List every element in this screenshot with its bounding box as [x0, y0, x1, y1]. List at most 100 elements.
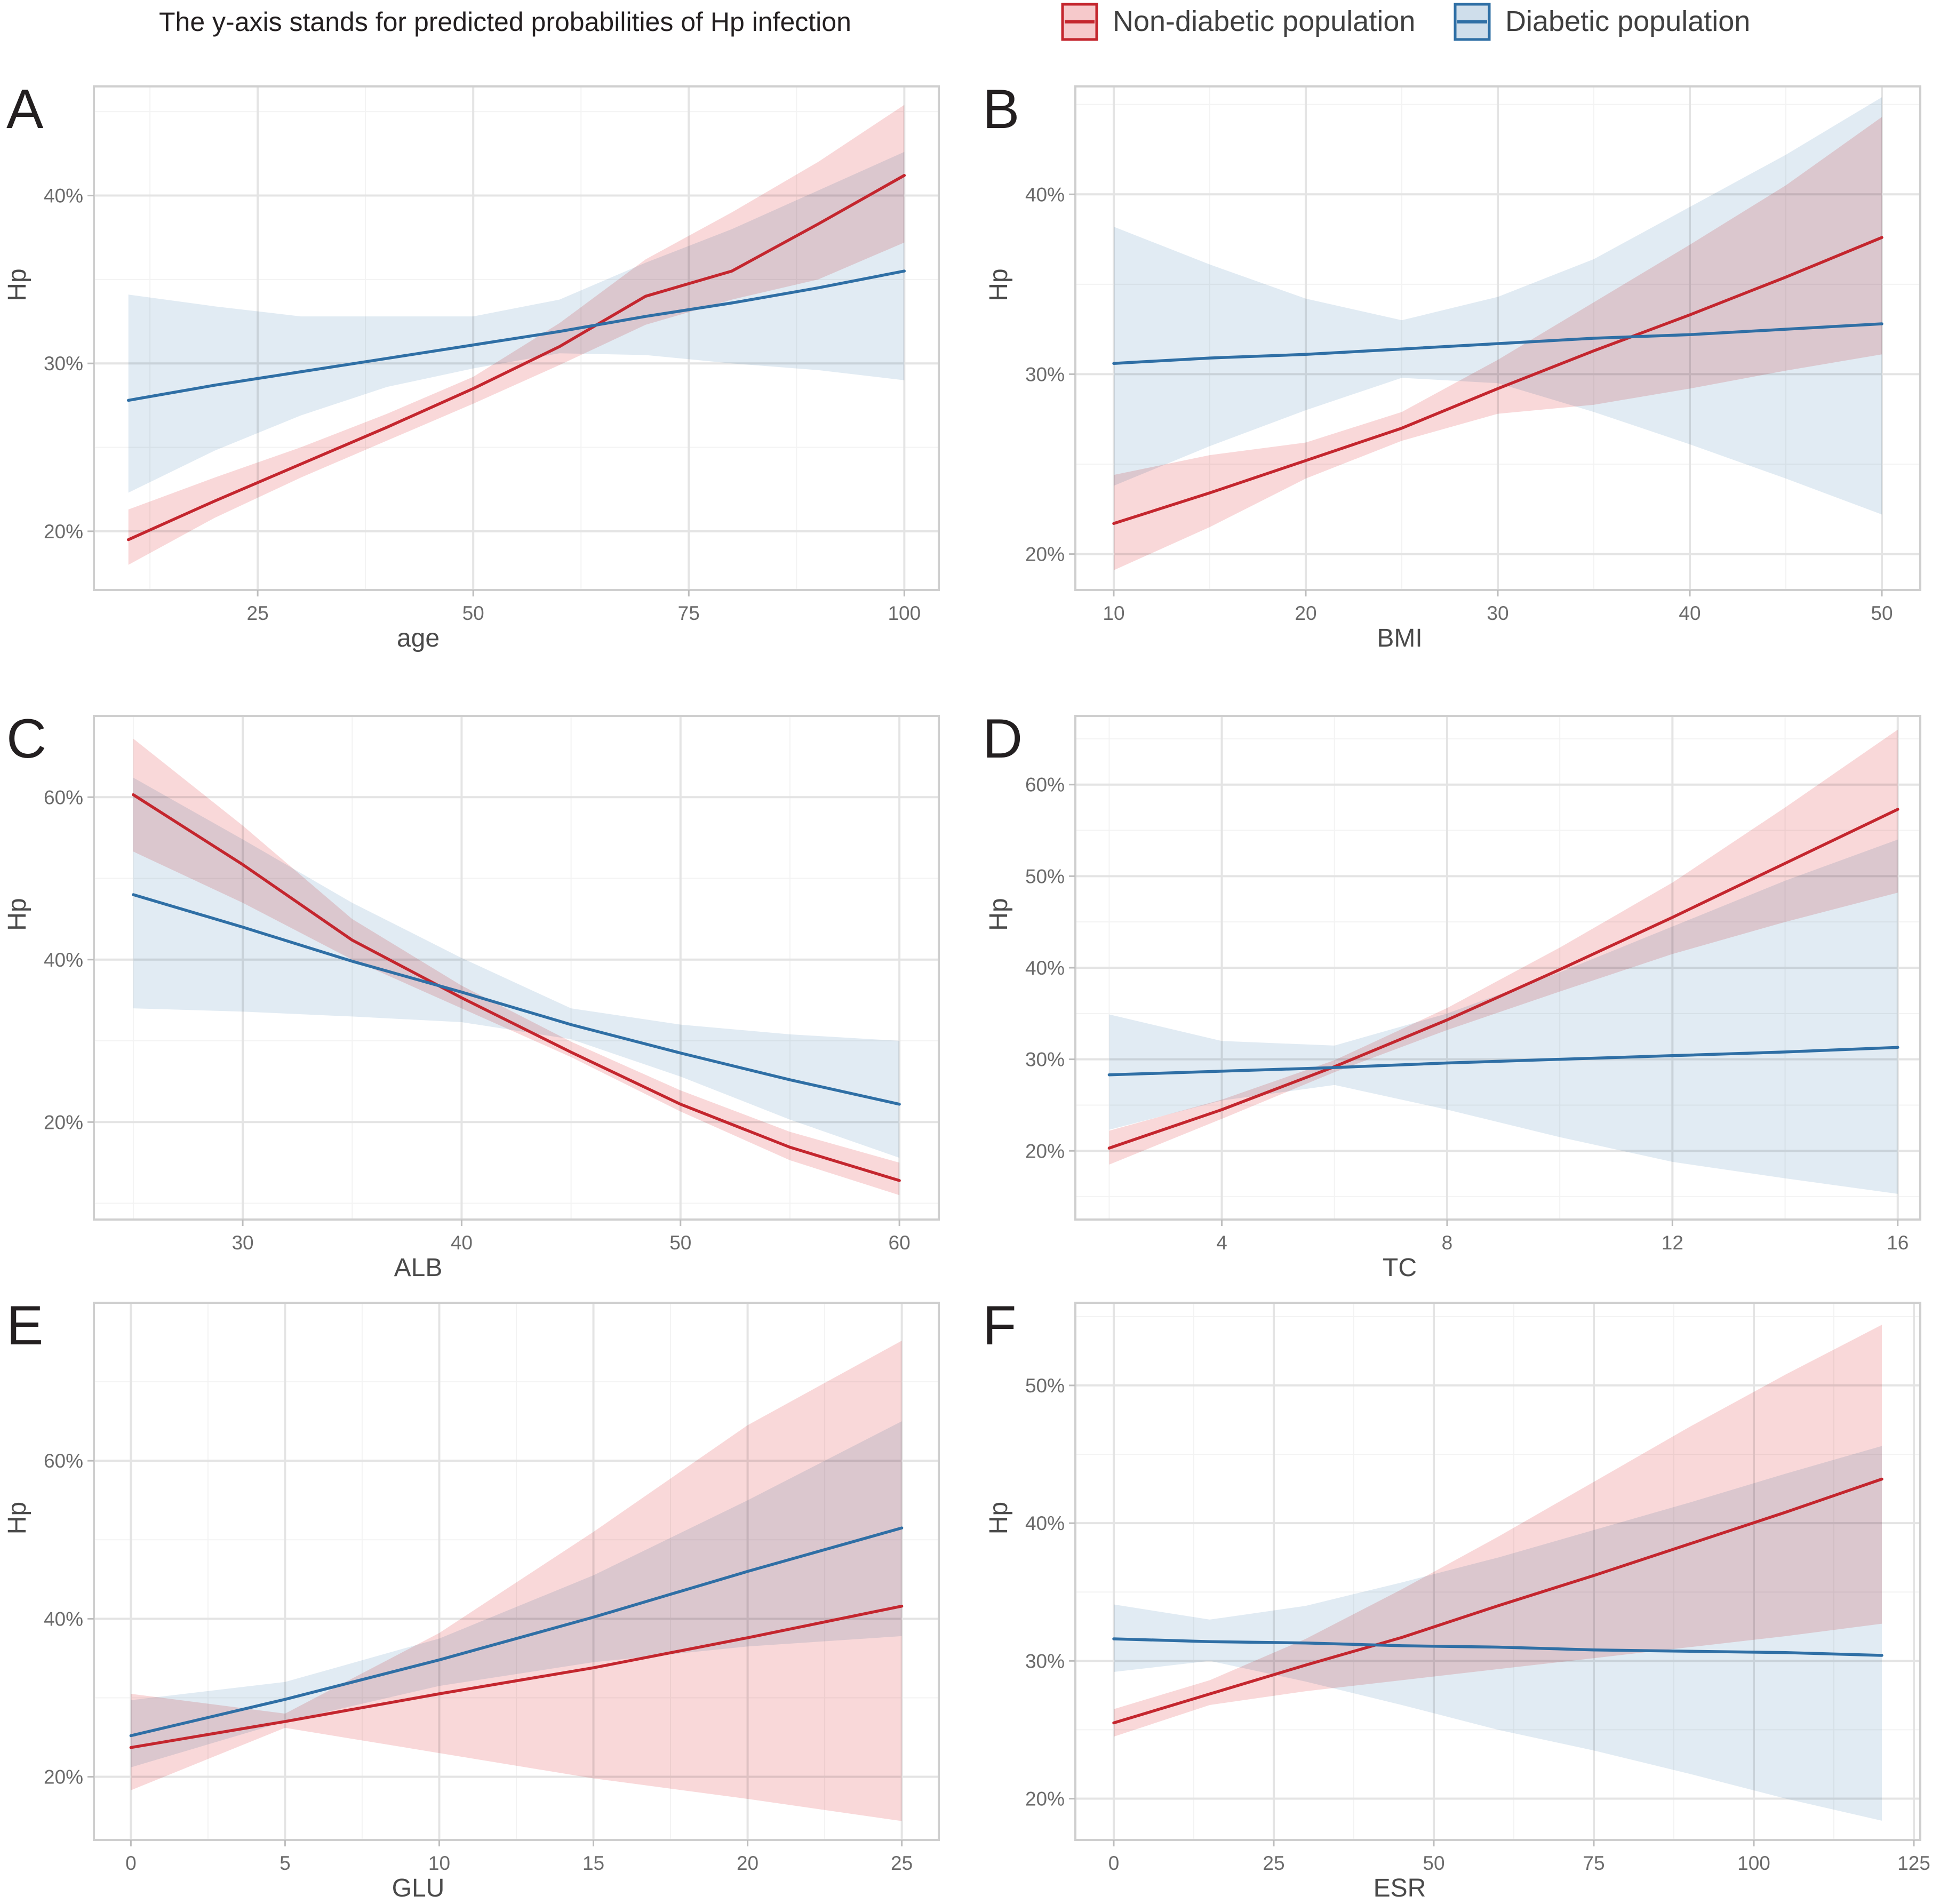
x-tick-label: 50: [462, 602, 484, 624]
y-tick-label: 20%: [1025, 1140, 1065, 1162]
series-line-non-diabetic: [1112, 1477, 1883, 1725]
x-tick-label: 50: [669, 1232, 691, 1254]
x-tick-label: 100: [1737, 1852, 1770, 1874]
series-line-diabetic: [1112, 1637, 1883, 1657]
series-line-non-diabetic: [1112, 236, 1883, 525]
plot-frame: [93, 1302, 940, 1841]
confidence-band-non-diabetic: [133, 738, 900, 1196]
series-line-non-diabetic: [132, 793, 901, 1182]
confidence-band-non-diabetic: [128, 105, 905, 565]
series-line-non-diabetic: [126, 174, 906, 541]
y-tick-label: 40%: [44, 185, 83, 207]
x-tick-label: 50: [1871, 602, 1893, 624]
confidence-band-diabetic: [1114, 1446, 1882, 1821]
x-tick-label: 4: [1216, 1232, 1227, 1254]
plot-frame: [93, 715, 940, 1221]
series-line-non-diabetic: [1107, 808, 1899, 1150]
y-tick-label: 30%: [1025, 363, 1065, 385]
x-tick-label: 30: [1487, 602, 1508, 624]
y-tick-label: 60%: [1025, 774, 1065, 796]
confidence-band-diabetic: [1114, 97, 1882, 515]
x-tick-label: 40: [1679, 602, 1701, 624]
confidence-band-diabetic: [128, 152, 905, 493]
x-tick-label: 20: [1295, 602, 1316, 624]
y-tick-label: 30%: [44, 353, 83, 375]
y-tick-label: 40%: [44, 949, 83, 971]
panel-letter: E: [6, 1295, 43, 1357]
x-tick-label: 5: [280, 1852, 291, 1874]
x-axis-title: ESR: [1374, 1874, 1426, 1902]
panel-d: 4 8 12 16 20% 30% 40% 50% 60% TC Hp D: [983, 708, 1921, 1282]
figure-caption: The y-axis stands for predicted probabil…: [159, 7, 851, 37]
panel-a: 25 50 75 100 20% 30% 40% age Hp A: [3, 78, 940, 652]
y-tick-label: 60%: [44, 786, 83, 808]
y-tick-label: 30%: [1025, 1049, 1065, 1071]
plot-frame: [1074, 1302, 1921, 1841]
y-axis-title: Hp: [3, 268, 31, 301]
x-axis-title: TC: [1383, 1254, 1417, 1282]
x-tick-label: 75: [678, 602, 700, 624]
x-axis-title: GLU: [392, 1874, 445, 1902]
series-line-diabetic: [129, 1526, 904, 1738]
x-axis-title: age: [397, 624, 440, 652]
confidence-band-diabetic: [1109, 839, 1898, 1194]
x-tick-label: 25: [891, 1852, 913, 1874]
panel-e: 0 5 10 15 20 25 20% 40% 60% GLU Hp E: [3, 1295, 940, 1902]
legend-label-diabetic: Diabetic population: [1505, 5, 1750, 37]
y-axis-title: Hp: [3, 1502, 31, 1534]
x-tick-label: 100: [888, 602, 921, 624]
panel-letter: B: [983, 78, 1019, 140]
y-axis-title: Hp: [985, 898, 1013, 930]
x-axis-title: BMI: [1377, 624, 1422, 652]
y-tick-label: 40%: [44, 1608, 83, 1630]
x-tick-label: 10: [1103, 602, 1124, 624]
y-tick-label: 30%: [1025, 1650, 1065, 1672]
legend-item-non-diabetic: Non-diabetic population: [1061, 3, 1415, 41]
legend-label-non-diabetic: Non-diabetic population: [1113, 5, 1415, 37]
x-tick-label: 20: [737, 1852, 759, 1874]
series-line-diabetic: [126, 269, 906, 402]
y-axis-title: Hp: [985, 268, 1013, 301]
panel-letter: F: [983, 1295, 1017, 1357]
x-tick-label: 50: [1423, 1852, 1444, 1874]
plot-frame: [93, 85, 940, 591]
x-tick-label: 15: [582, 1852, 604, 1874]
x-tick-label: 75: [1583, 1852, 1604, 1874]
y-axis-title: Hp: [3, 898, 31, 930]
y-tick-label: 50%: [1025, 865, 1065, 887]
y-tick-label: 20%: [1025, 1788, 1065, 1810]
x-tick-label: 0: [125, 1852, 137, 1874]
panel-b: 10 20 30 40 50 20% 30% 40% BMI Hp B: [983, 78, 1921, 652]
x-tick-label: 0: [1108, 1852, 1120, 1874]
panel-f: 0 25 50 75 100 125 20% 30% 40% 50% ESR Hp F: [983, 1295, 1930, 1902]
y-tick-label: 40%: [1025, 1512, 1065, 1534]
series-line-diabetic: [1107, 1046, 1899, 1077]
x-tick-label: 10: [428, 1852, 450, 1874]
series-line-diabetic: [132, 893, 901, 1106]
y-tick-label: 40%: [1025, 957, 1065, 979]
legend-item-diabetic: Diabetic population: [1454, 3, 1750, 41]
x-tick-label: 125: [1897, 1852, 1930, 1874]
y-tick-label: 20%: [44, 521, 83, 543]
figure-header: The y-axis stands for predicted probabil…: [159, 3, 1750, 41]
panel-c: 30 40 50 60 20% 40% 60% ALB Hp C: [3, 708, 940, 1282]
y-tick-label: 40%: [1025, 184, 1065, 205]
x-tick-label: 8: [1442, 1232, 1453, 1254]
y-axis-title: Hp: [985, 1502, 1013, 1534]
x-tick-label: 60: [889, 1232, 911, 1254]
panel-letter: A: [6, 78, 44, 140]
confidence-band-diabetic: [131, 1421, 902, 1767]
confidence-band-diabetic: [133, 777, 900, 1158]
x-tick-label: 25: [247, 602, 269, 624]
x-axis-title: ALB: [394, 1254, 443, 1282]
y-tick-label: 20%: [44, 1766, 83, 1788]
x-tick-label: 16: [1887, 1232, 1909, 1254]
y-tick-label: 50%: [1025, 1375, 1065, 1397]
y-tick-label: 20%: [44, 1111, 83, 1133]
x-tick-label: 12: [1662, 1232, 1683, 1254]
confidence-band-non-diabetic: [1114, 117, 1882, 570]
x-tick-label: 25: [1263, 1852, 1284, 1874]
x-tick-label: 40: [451, 1232, 473, 1254]
